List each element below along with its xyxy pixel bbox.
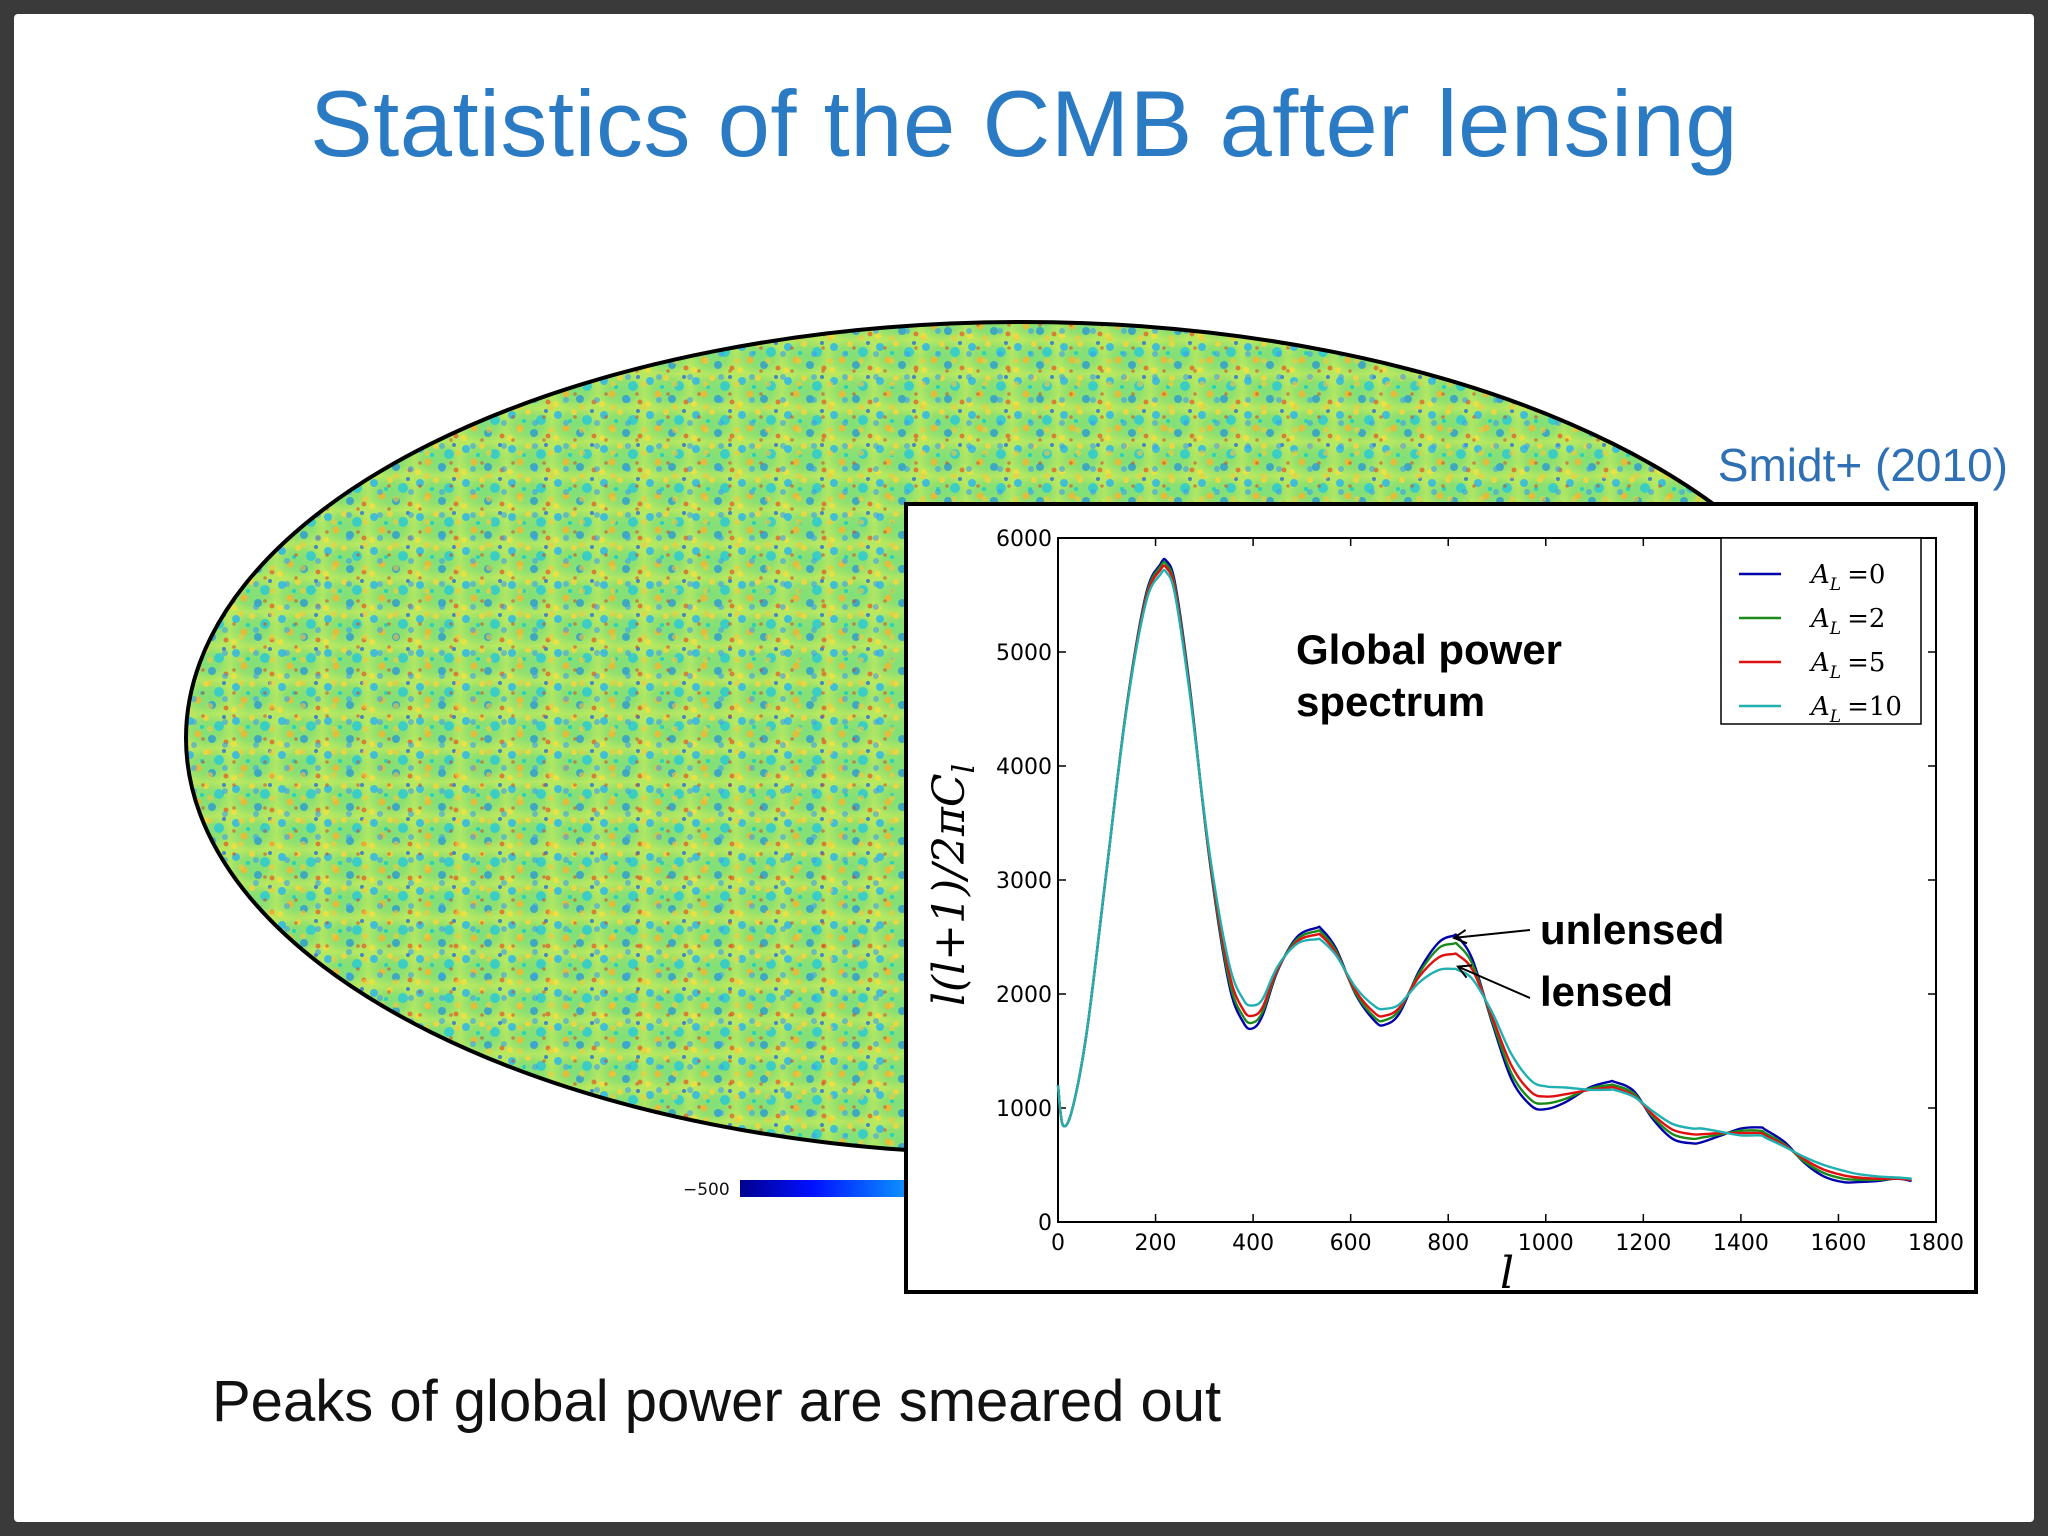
power-spectrum-chart: 0 200 400 600 800 1000 1200 1400 1600 1800 0 1000 20…	[924, 527, 1964, 1290]
legend: AL =0 AL =2 AL =5 AL =10	[1720, 537, 1922, 727]
annotation-global-power: Global power	[1296, 626, 1562, 673]
plot-axes: 0 200 400 600 800 1000 1200 1400 1600 1800 0 1000 20…	[924, 527, 1964, 1290]
series-line-2	[1056, 564, 1912, 1181]
y-tick-label: 2000	[996, 983, 1052, 1008]
series-line-0	[1056, 557, 1912, 1184]
x-tick-label: 1200	[1615, 1231, 1671, 1256]
annotation-unlensed: unlensed	[1540, 906, 1724, 953]
colorbar-min-label: −500	[683, 1180, 730, 1200]
y-axis-label: l(l+1)/2πCl	[924, 764, 982, 1006]
y-tick-label: 1000	[996, 1097, 1052, 1122]
x-tick-label: 1000	[1518, 1231, 1574, 1256]
citation-label: Smidt+ (2010)	[1717, 439, 2008, 491]
x-tick-label: 1600	[1810, 1231, 1866, 1256]
x-tick-label: 0	[1051, 1231, 1065, 1256]
y-tick-label: 4000	[996, 755, 1052, 780]
plot-lines	[1056, 557, 1912, 1184]
annotation-spectrum: spectrum	[1296, 678, 1485, 725]
annotations: Global power spectrum unlensed lensed	[1296, 626, 1724, 1015]
slide-title: Statistics of the CMB after lensing	[309, 71, 1739, 176]
x-tick-label: 400	[1232, 1231, 1274, 1256]
legend-label: AL =0	[1809, 560, 1885, 595]
power-spectrum-inset: 0 200 400 600 800 1000 1200 1400 1600 1800 0 1000 20…	[904, 502, 1978, 1294]
arrow-unlensed	[1453, 929, 1531, 939]
legend-label: AL =5	[1809, 648, 1885, 683]
y-tick-label: 6000	[996, 527, 1052, 552]
annotation-lensed: lensed	[1540, 968, 1673, 1015]
legend-label: AL =10	[1809, 692, 1902, 727]
x-tick-label: 1400	[1713, 1231, 1769, 1256]
y-tick-label: 0	[1038, 1211, 1052, 1236]
y-tick-label: 3000	[996, 869, 1052, 894]
series-line-1	[1056, 560, 1912, 1182]
slide-caption: Peaks of global power are smeared out	[212, 1369, 1222, 1434]
arrow-lensed	[1457, 965, 1531, 999]
x-tick-label: 1800	[1908, 1231, 1964, 1256]
x-axis-label: l	[1500, 1248, 1514, 1290]
colorbar	[740, 1180, 920, 1197]
x-tick-label: 600	[1330, 1231, 1372, 1256]
x-tick-label: 200	[1135, 1231, 1177, 1256]
legend-label: AL =2	[1809, 604, 1885, 639]
arrow-lensed-head	[1456, 964, 1473, 979]
legend-box	[1720, 537, 1922, 725]
x-tick-label: 800	[1427, 1231, 1469, 1256]
arrow-unlensed-head	[1452, 929, 1468, 945]
y-tick-label: 5000	[996, 641, 1052, 666]
series-line-3	[1056, 568, 1912, 1180]
